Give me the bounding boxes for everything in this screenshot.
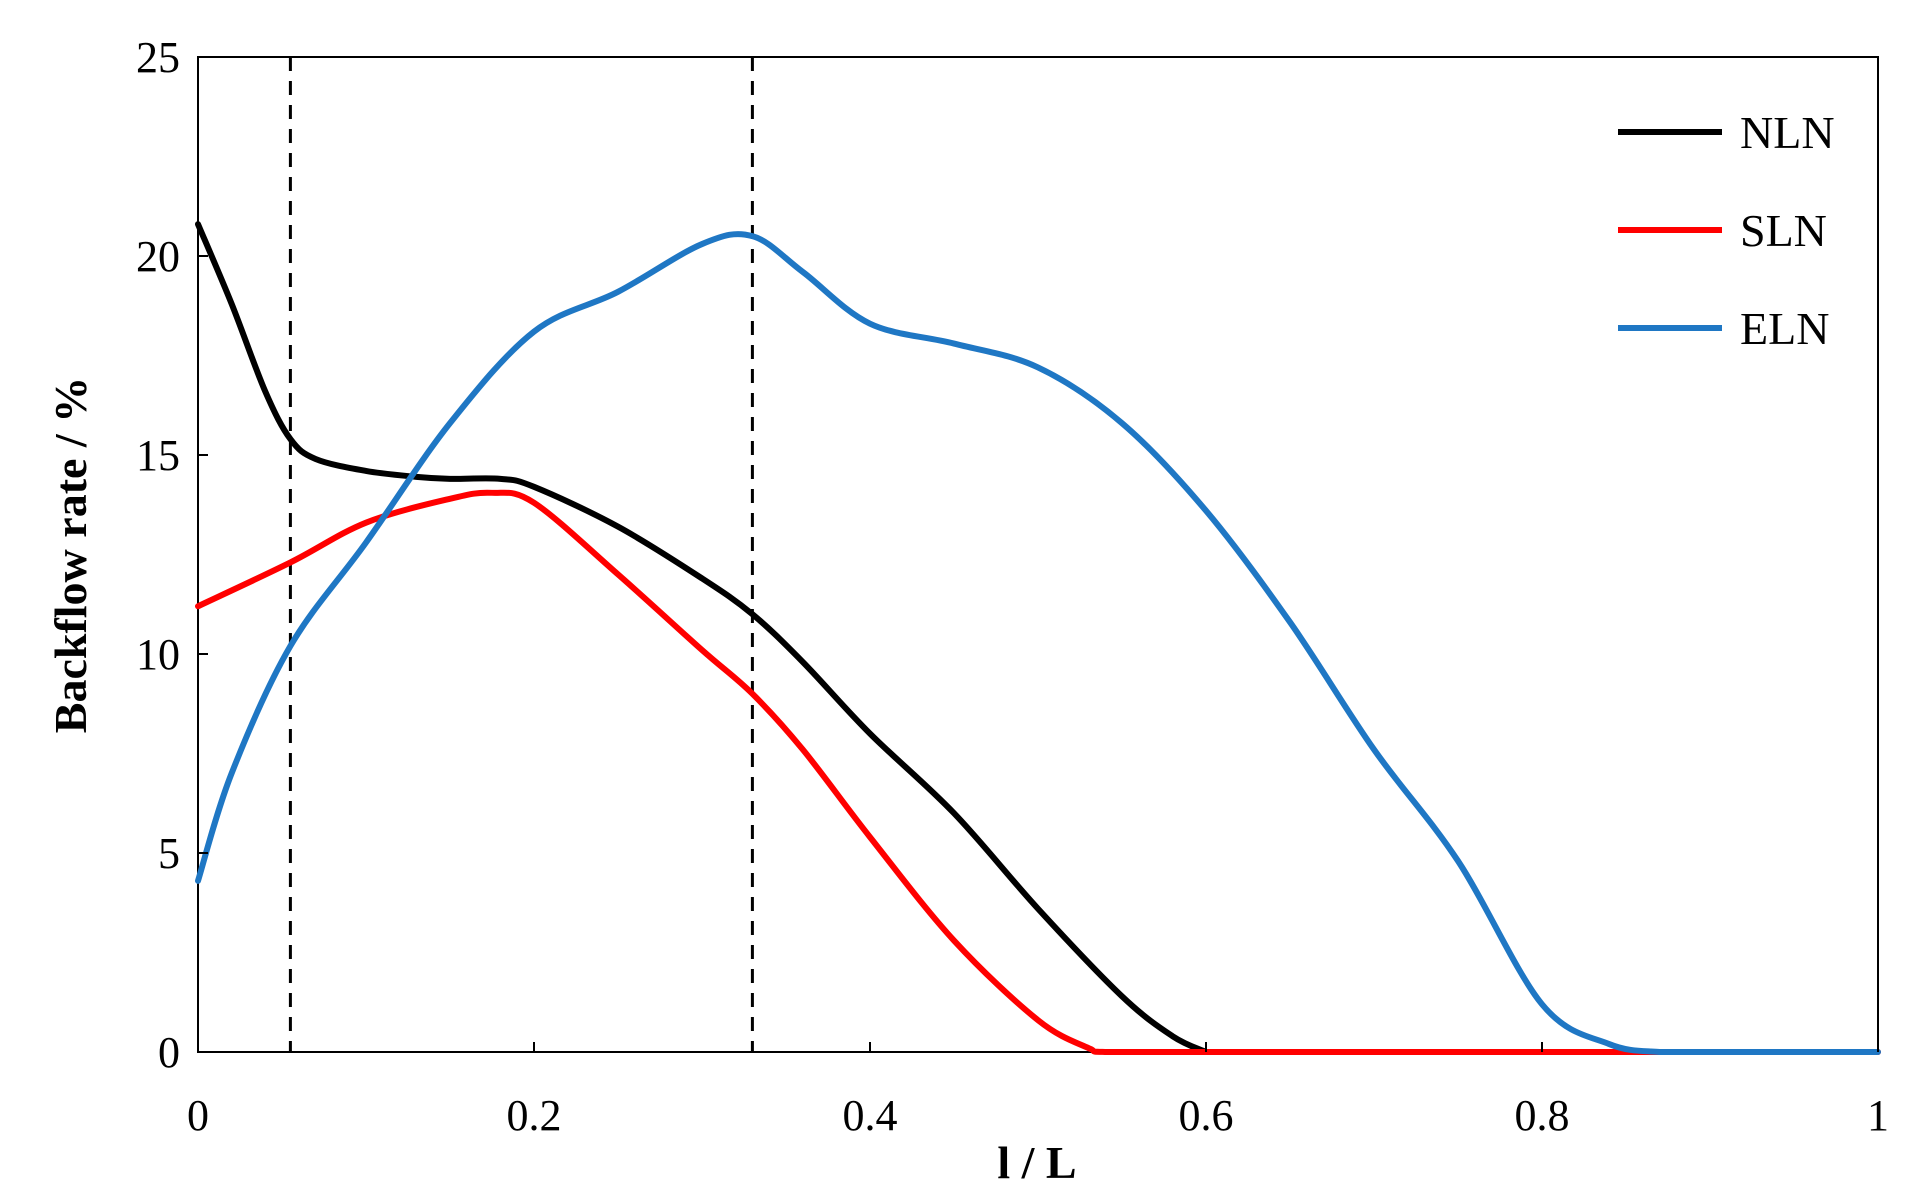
x-tick-label: 0.8 [1515, 1091, 1570, 1140]
y-tick-label: 0 [158, 1028, 180, 1077]
x-tick-label: 0.6 [1179, 1091, 1234, 1140]
y-tick-label: 25 [136, 33, 180, 82]
series-line-eln [195, 231, 1881, 1056]
y-tick-label: 5 [158, 829, 180, 878]
plot-area [195, 56, 1881, 1056]
x-tick-label: 0.2 [507, 1091, 562, 1140]
y-axis-ticks: 0 5 10 15 20 25 [136, 33, 208, 1077]
y-axis-title: Backflow rate / % [45, 377, 96, 733]
x-tick-label: 0 [187, 1091, 209, 1140]
x-tick-label: 0.4 [843, 1091, 898, 1140]
y-tick-label: 20 [136, 232, 180, 281]
series-lines [195, 221, 1881, 1056]
legend-label-eln: ELN [1740, 303, 1829, 354]
plot-frame [197, 56, 1879, 1053]
y-tick-label: 10 [136, 630, 180, 679]
reference-lines [288, 57, 754, 1052]
x-axis-ticks: 0 0.2 0.4 0.6 0.8 1 [187, 1042, 1889, 1140]
series-line-sln [195, 489, 1881, 1056]
legend: NLN SLN ELN [1618, 107, 1835, 354]
x-tick-label: 1 [1867, 1091, 1889, 1140]
legend-label-nln: NLN [1740, 107, 1835, 158]
series-line-nln [195, 221, 1209, 1055]
legend-label-sln: SLN [1740, 205, 1827, 256]
y-tick-label: 15 [136, 431, 180, 480]
x-axis-title: l / L [997, 1137, 1076, 1188]
